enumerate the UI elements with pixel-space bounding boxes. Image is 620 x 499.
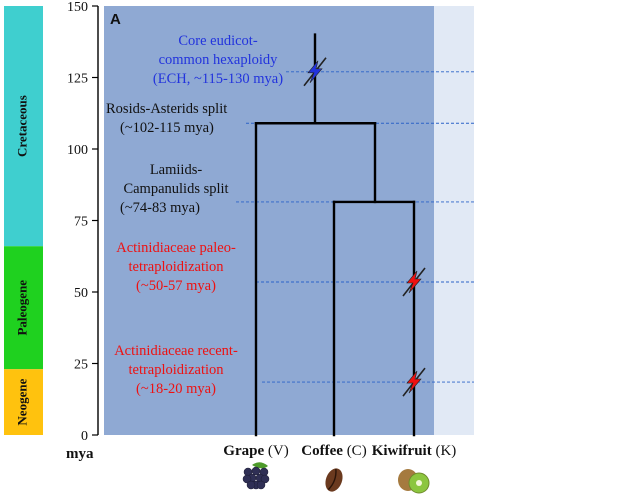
taxon-name: Kiwifruit	[372, 443, 432, 459]
taxon-abbr: (V)	[268, 443, 289, 459]
time-axis: 0 25 50 75 100 125 150	[67, 0, 99, 444]
period-band-cretaceous	[4, 6, 43, 247]
y-tick-label: 150	[67, 0, 88, 15]
taxon-name: Coffee	[301, 443, 343, 459]
grape-berry	[242, 474, 252, 484]
panel-label: A	[110, 11, 121, 28]
y-tick-label: 100	[67, 143, 88, 158]
annotation-lamiids-campanulids: Lamiids-	[150, 162, 203, 178]
y-tick-label: 125	[67, 72, 88, 87]
taxon-label-grape: Grape (V)	[223, 443, 288, 459]
phylogenetic-tree	[254, 33, 416, 437]
lightning-bolt-red-icon	[402, 367, 426, 397]
annotation-rosids-asterids: (~102-115 mya)	[120, 120, 214, 136]
taxon-label-coffee: Coffee (C)	[301, 443, 366, 459]
annotation-ech: (ECH, ~115-130 mya)	[153, 71, 283, 87]
annotation-lamiids-campanulids: Campanulids split	[123, 181, 228, 197]
period-label: Paleogene	[14, 280, 29, 336]
annotation-ech: Core eudicot-	[178, 33, 257, 49]
period-label: Neogene	[14, 378, 29, 425]
plot-area	[104, 6, 434, 435]
annotation-paleo-tetraploidization: (~50-57 mya)	[136, 278, 216, 294]
lightning-bolt-red-icon	[402, 267, 426, 297]
annotation-paleo-tetraploidization: tetraploidization	[128, 259, 224, 275]
period-label: Cretaceous	[14, 95, 29, 157]
marker-bolt	[406, 370, 422, 394]
axis-unit-label: mya	[66, 446, 94, 462]
taxon-label-kiwifruit: Kiwifruit (K)	[372, 443, 457, 459]
y-tick-label: 50	[74, 286, 88, 301]
kiwifruit-icon	[398, 469, 430, 494]
period-band-neogene	[4, 369, 43, 435]
period-band-paleogene	[4, 246, 43, 370]
taxon-abbr: (K)	[435, 443, 456, 459]
annotation-recent-tetraploidization: (~18-20 mya)	[136, 381, 216, 397]
taxon-abbr: (C)	[347, 443, 367, 459]
grape-berry	[260, 474, 270, 484]
annotation-paleo-tetraploidization: Actinidiaceae paleo-	[116, 240, 236, 256]
y-tick-label: 75	[74, 215, 88, 230]
event-annotations: Core eudicot-common hexaploidy (ECH, ~115…	[106, 33, 283, 397]
grape-berry	[246, 480, 256, 490]
background-layer	[104, 6, 474, 435]
annotation-lamiids-campanulids: (~74-83 mya)	[120, 200, 200, 216]
coffee-bean-crease	[327, 468, 337, 491]
event-markers	[303, 57, 426, 397]
annotation-recent-tetraploidization: tetraploidization	[128, 362, 224, 378]
coffee-bean-icon	[325, 468, 343, 492]
grape-berry	[251, 466, 261, 476]
annotation-recent-tetraploidization: Actinidiaceae recent-	[114, 343, 238, 359]
marker-bolt	[406, 270, 422, 294]
geologic-period-bar: Cretaceous Paleogene Neogene	[4, 6, 43, 435]
y-tick-label: 0	[81, 429, 88, 444]
kiwi-core	[416, 480, 422, 486]
y-tick-label: 25	[74, 358, 88, 373]
lightning-bolt-blue-icon	[303, 57, 327, 87]
plot-margin	[434, 6, 474, 435]
annotation-rosids-asterids: Rosids-Asterids split	[106, 101, 227, 117]
marker-bolt	[307, 60, 323, 83]
grape-berry	[256, 480, 266, 490]
annotation-ech: common hexaploidy	[159, 52, 279, 68]
taxon-labels: Grape (V) Coffee (C) Kiwifruit (K)	[223, 443, 456, 494]
grape-icon	[242, 462, 270, 490]
taxon-name: Grape	[223, 443, 264, 459]
